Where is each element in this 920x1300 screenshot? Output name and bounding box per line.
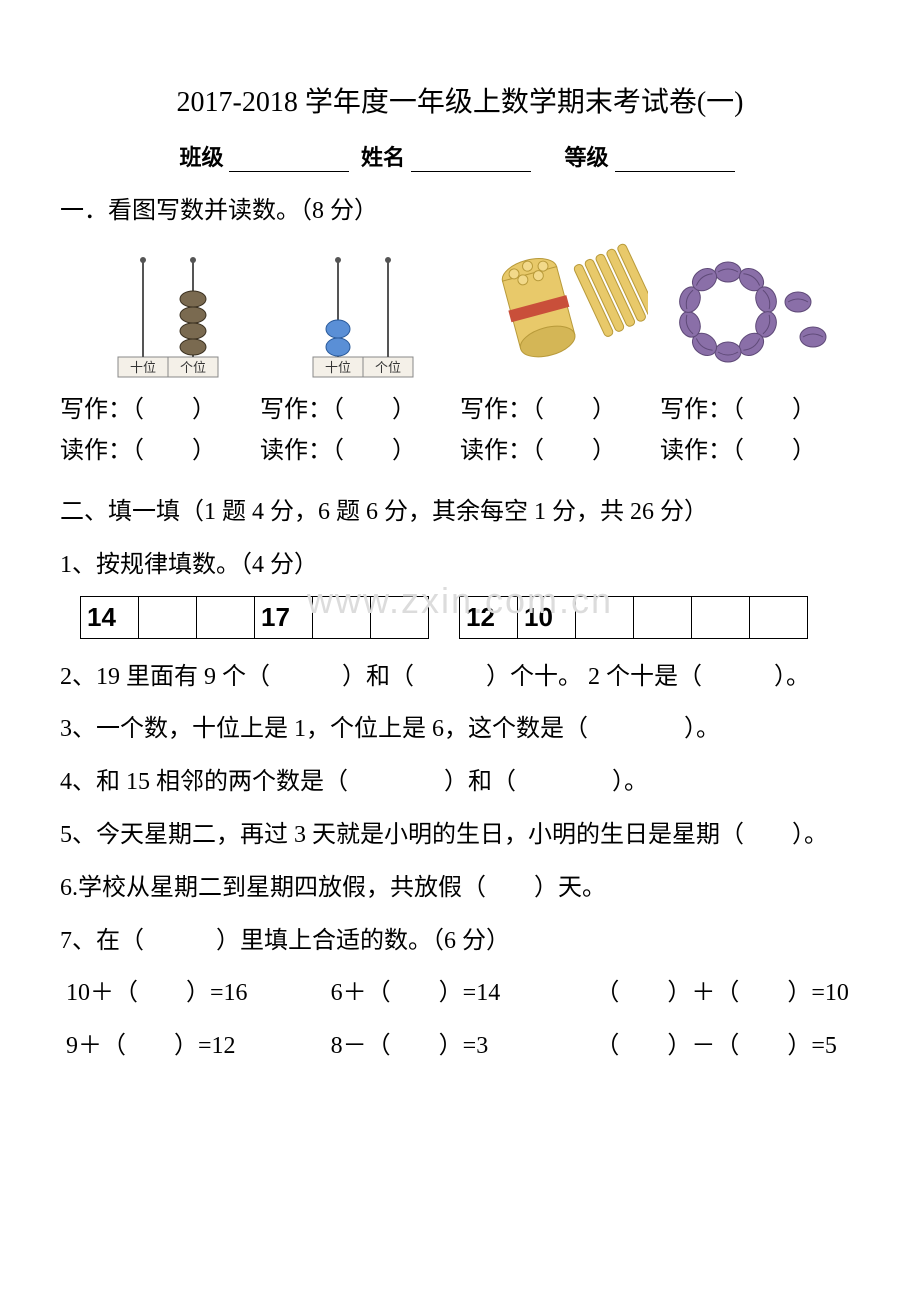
label-class: 班级: [179, 145, 223, 170]
seq1-c4[interactable]: [313, 596, 371, 638]
figure-abacus-2: 十位 个位: [265, 242, 460, 382]
seq2-c1[interactable]: 10: [518, 596, 576, 638]
eq-1-2: 6＋（ ）=14: [331, 967, 596, 1020]
seq2-c4[interactable]: [692, 596, 750, 638]
svg-text:个位: 个位: [374, 360, 400, 375]
seq-table-2: 12 10: [459, 596, 808, 639]
blank-class[interactable]: [229, 152, 349, 172]
section-2-heading: 二、填一填（1 题 4 分，6 题 6 分，其余每空 1 分，共 26 分）: [60, 486, 860, 539]
svg-text:十位: 十位: [324, 360, 350, 375]
svg-text:个位: 个位: [179, 360, 205, 375]
q6: 6.学校从星期二到星期四放假，共放假（ ）天。: [60, 862, 860, 915]
sequence-tables: 14 17 12 10: [80, 596, 860, 639]
seq2-c2[interactable]: [576, 596, 634, 638]
eq-row-1: 10＋（ ）=16 6＋（ ）=14 （ ）＋（ ）=10: [60, 967, 860, 1020]
write-3: 写作：（ ）: [460, 390, 660, 431]
eq-1-1: 10＋（ ）=16: [66, 967, 331, 1020]
section-1-heading: 一．看图写数并读数。（8 分）: [60, 192, 860, 230]
eq-2-1: 9＋（ ）=12: [66, 1020, 331, 1073]
q2: 2、19 里面有 9 个（ ）和（ ）个十。 2 个十是（ ）。: [60, 651, 860, 704]
blank-name[interactable]: [411, 152, 531, 172]
eq-row-2: 9＋（ ）=12 8－（ ）=3 （ ）－（ ）=5: [60, 1020, 860, 1073]
q3: 3、一个数，十位上是 1，个位上是 6，这个数是（ ）。: [60, 703, 860, 756]
seq1-c0[interactable]: 14: [81, 596, 139, 638]
seq1-c2[interactable]: [197, 596, 255, 638]
read-row: 读作：（ ） 读作：（ ） 读作：（ ） 读作：（ ）: [60, 431, 860, 472]
figure-row: 十位 个位 十位 个位: [60, 242, 860, 382]
seq-table-1: 14 17: [80, 596, 429, 639]
read-2: 读作：（ ）: [260, 431, 460, 472]
figure-abacus-1: 十位 个位: [70, 242, 265, 382]
seq2-c3[interactable]: [634, 596, 692, 638]
read-1: 读作：（ ）: [60, 431, 260, 472]
write-2: 写作：（ ）: [260, 390, 460, 431]
write-row: 写作：（ ） 写作：（ ） 写作：（ ） 写作：（ ）: [60, 390, 860, 431]
page-title: 2017-2018 学年度一年级上数学期末考试卷(一): [60, 80, 860, 120]
read-4: 读作：（ ）: [660, 431, 860, 472]
q1: 1、按规律填数。（4 分）: [60, 539, 860, 592]
q7: 7、在（ ）里填上合适的数。（6 分）: [60, 915, 860, 968]
read-3: 读作：（ ）: [460, 431, 660, 472]
seq1-c3[interactable]: 17: [255, 596, 313, 638]
student-info-line: 班级 姓名 等级: [60, 140, 860, 172]
seq1-c1[interactable]: [139, 596, 197, 638]
label-name: 姓名: [361, 145, 405, 170]
write-4: 写作：（ ）: [660, 390, 860, 431]
q5: 5、今天星期二，再过 3 天就是小明的生日，小明的生日是星期（ ）。: [60, 809, 860, 862]
seq2-c0[interactable]: 12: [460, 596, 518, 638]
seq2-c5[interactable]: [750, 596, 808, 638]
eq-2-3: （ ）－（ ）=5: [595, 1020, 860, 1073]
write-1: 写作：（ ）: [60, 390, 260, 431]
seq1-c5[interactable]: [371, 596, 429, 638]
eq-1-3: （ ）＋（ ）=10: [595, 967, 860, 1020]
figure-shells: [655, 242, 850, 382]
eq-2-2: 8－（ ）=3: [331, 1020, 596, 1073]
svg-text:十位: 十位: [129, 360, 155, 375]
q4: 4、和 15 相邻的两个数是（ ）和（ ）。: [60, 756, 860, 809]
figure-sticks: [460, 242, 655, 382]
label-grade: 等级: [565, 145, 609, 170]
blank-grade[interactable]: [615, 152, 735, 172]
